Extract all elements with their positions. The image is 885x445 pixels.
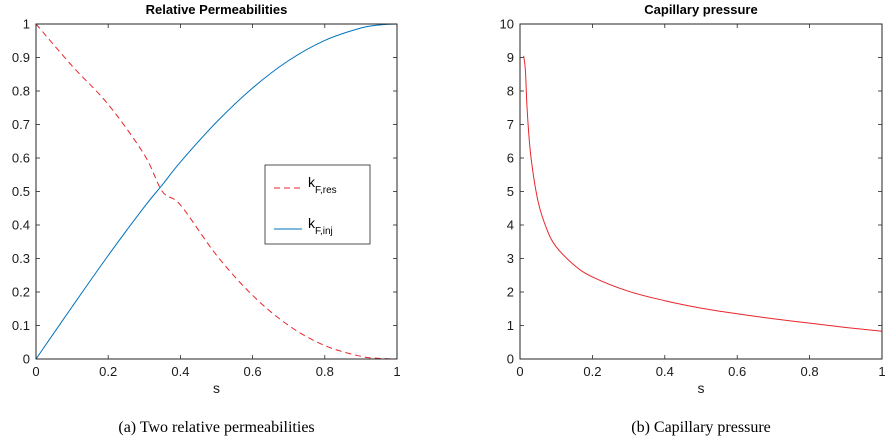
y-tick-label: 0.8	[12, 84, 30, 99]
x-tick-label: 0.2	[583, 364, 601, 379]
y-tick-label: 0	[507, 352, 514, 367]
x-tick-label: 0.6	[728, 364, 746, 379]
y-tick-label: 0.6	[12, 151, 30, 166]
series-line-1	[35, 23, 398, 360]
x-tick-label: 0	[516, 364, 523, 379]
x-tick-label: 0.2	[99, 364, 117, 379]
legend-box	[264, 164, 371, 245]
x-tick-label: 0.6	[244, 364, 262, 379]
chart-title: Relative Permeabilities	[146, 2, 288, 17]
y-tick-label: 1	[23, 17, 30, 32]
y-tick-label: 0.5	[12, 184, 30, 199]
legend: kF,res kF,inj	[264, 164, 371, 245]
chart-title: Capillary pressure	[644, 2, 757, 17]
y-tick-label: 6	[507, 151, 514, 166]
series-line-0	[35, 23, 398, 360]
legend-entry-inj: kF,inj	[308, 215, 333, 237]
y-tick-label: 0.7	[12, 117, 30, 132]
legend-entry-res-main: k	[308, 174, 316, 190]
legend-entry-inj-sub: F,inj	[315, 226, 333, 237]
x-tick-label: 0.8	[801, 364, 819, 379]
y-tick-label: 8	[507, 84, 514, 99]
relative-permeabilities-chart: Relative Permeabilities 0 0.2 0.4 0.6 0.8 100…	[12, 2, 401, 436]
x-tick-label: 1	[878, 364, 885, 379]
x-axis-label: s	[698, 380, 705, 396]
y-tick-label: 10	[500, 17, 514, 32]
y-tick-label: 5	[507, 184, 514, 199]
x-tick-label: 0.8	[316, 364, 334, 379]
y-tick-label: 9	[507, 50, 514, 65]
y-tick-label: 0.2	[12, 285, 30, 300]
x-tick-label: 0	[32, 364, 39, 379]
x-tick-label: 1	[393, 364, 400, 379]
series-line-0	[523, 55, 883, 332]
legend-entry-res-sub: F,res	[315, 185, 337, 196]
x-tick-label: 0.4	[656, 364, 674, 379]
legend-entry-res: kF,res	[308, 174, 337, 196]
capillary-pressure-chart: Capillary pressure 0 0.2 0.4 0.6 0.8 10123456…	[500, 2, 885, 436]
y-tick-label: 1	[507, 318, 514, 333]
x-axis-label: s	[213, 380, 220, 396]
y-tick-label: 4	[507, 218, 514, 233]
y-tick-label: 3	[507, 251, 514, 266]
plot-frame	[35, 23, 398, 360]
plot-frame	[519, 23, 883, 360]
y-tick-label: 7	[507, 117, 514, 132]
caption-left: (a) Two relative permeabilities	[118, 419, 314, 436]
y-tick-label: 0.3	[12, 251, 30, 266]
axis-ticks: 0 0.2 0.4 0.6 0.8 1 0 0.1 0.2 0.3 0.4 0.5 0.6 0.7 0.8 0…	[12, 17, 401, 380]
y-tick-label: 0.4	[12, 218, 30, 233]
caption-right: (b) Capillary pressure	[631, 419, 771, 436]
y-tick-label: 2	[507, 285, 514, 300]
y-tick-label: 0.9	[12, 50, 30, 65]
series-group	[523, 55, 883, 332]
series-group	[35, 23, 398, 360]
x-tick-label: 0.4	[171, 364, 189, 379]
legend-entry-inj-main: k	[308, 215, 316, 231]
y-tick-label: 0	[23, 352, 30, 367]
y-tick-label: 0.1	[12, 318, 30, 333]
